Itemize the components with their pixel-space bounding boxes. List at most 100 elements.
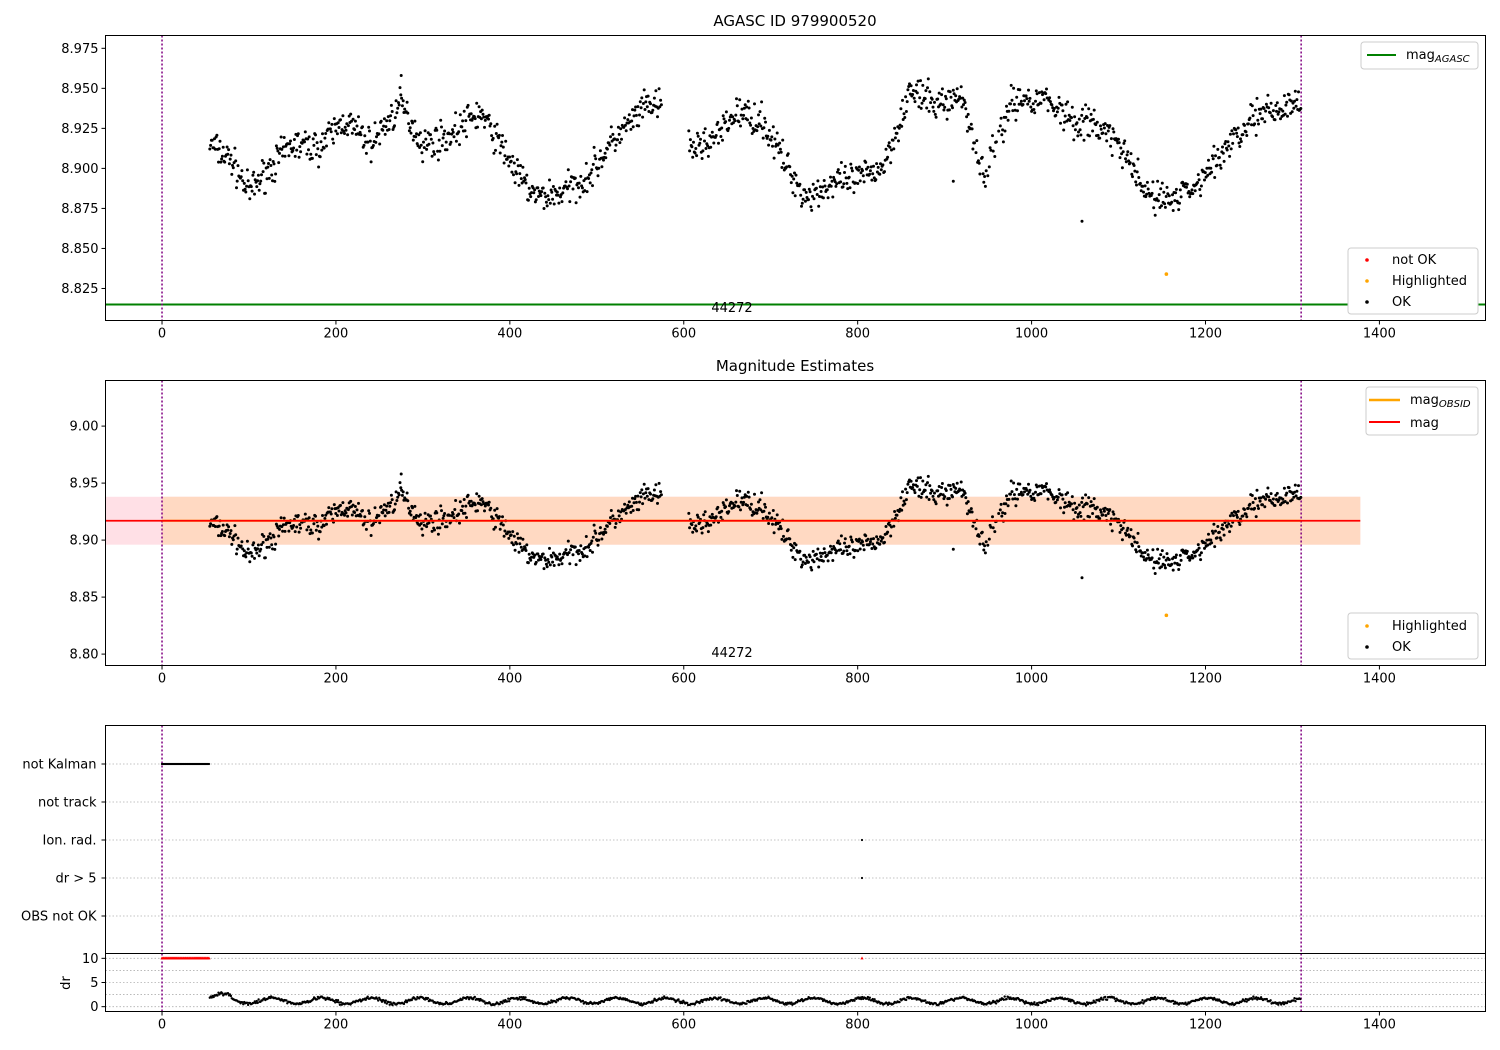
magnitude-ok-point <box>1159 553 1163 557</box>
agasc-ok-point <box>852 191 856 195</box>
magnitude-ok-point <box>464 504 468 508</box>
agasc-ok-point <box>1119 146 1123 150</box>
magnitude-ok-point <box>1063 505 1066 509</box>
magnitude-ok-point <box>940 482 944 485</box>
magnitude-ok-point <box>804 555 808 559</box>
agasc-ok-point <box>1281 109 1285 113</box>
dr-point <box>1104 995 1107 999</box>
magnitude-ok-point <box>932 498 936 502</box>
agasc-ok-point <box>1259 107 1263 111</box>
agasc-ok-point <box>613 137 616 141</box>
agasc-ok-point <box>384 125 388 129</box>
agasc-ok-point <box>536 186 540 190</box>
magnitude-ok-point <box>229 529 233 533</box>
agasc-ok-point <box>462 109 466 113</box>
agasc-ok-point <box>260 159 264 162</box>
magnitude-ok-point <box>1031 492 1035 496</box>
agasc-ok-point <box>1210 154 1214 158</box>
magnitude-ok-point <box>260 543 263 547</box>
magnitude-ok-point <box>452 516 456 520</box>
agasc-ok-point <box>816 179 820 183</box>
magnitude-ok-point <box>1299 495 1303 499</box>
magnitude-ok-point <box>510 541 514 545</box>
magnitude-ok-point <box>1266 486 1270 490</box>
magnitude-ok-point <box>351 503 355 507</box>
agasc-ok-point <box>451 128 454 132</box>
agasc-ok-point <box>850 166 854 170</box>
magnitude-ok-point <box>1228 530 1232 534</box>
agasc-ok-point <box>779 150 783 154</box>
dr-point <box>660 998 663 1001</box>
agasc-ok-point <box>1206 173 1210 177</box>
magnitude-ok-point <box>1290 498 1294 502</box>
magnitude-ok-point <box>226 528 230 532</box>
magnitude-ok-point <box>870 547 874 550</box>
magnitude-ok-point <box>757 500 760 504</box>
agasc-ok-point <box>958 96 962 100</box>
magnitude-ok-point <box>1044 485 1048 489</box>
agasc-ok-point <box>687 129 691 133</box>
dr-point <box>1002 998 1005 1001</box>
agasc-ok-point <box>503 154 507 158</box>
magnitude-ok-point <box>1281 497 1285 501</box>
magnitude-ok-point <box>357 501 360 505</box>
agasc-ok-point <box>731 115 735 119</box>
agasc-ok-point <box>766 134 770 138</box>
agasc-ok-point <box>1136 157 1140 161</box>
agasc-ok-point <box>983 175 987 178</box>
magnitude-ok-point <box>571 553 575 557</box>
agasc-ok-point <box>964 107 968 111</box>
magnitude-ok-point <box>1054 500 1058 504</box>
agasc-ok-point <box>841 185 845 189</box>
dr-point <box>745 1002 748 1005</box>
agasc-ok-point <box>543 191 547 195</box>
agasc-ok-point <box>638 113 641 117</box>
agasc-ok-point <box>626 118 630 122</box>
agasc-ok-point <box>901 98 904 102</box>
dr-point <box>335 1000 339 1004</box>
magnitude-ok-point <box>441 516 445 520</box>
dr-point <box>246 1001 249 1004</box>
agasc-ok-point <box>346 133 350 137</box>
magnitude-ok-point <box>632 501 636 505</box>
dr-point <box>1148 998 1152 1002</box>
agasc-ok-point <box>289 139 292 143</box>
magnitude-ok-point <box>548 563 552 567</box>
agasc-ok-point <box>1016 109 1019 113</box>
agasc-ok-point <box>321 132 324 136</box>
magnitude-ok-point <box>1244 512 1248 516</box>
magnitude-ok-point <box>1214 529 1217 533</box>
agasc-ok-point <box>276 149 280 153</box>
agasc-ok-point <box>578 195 582 199</box>
magnitude-ok-point <box>1177 568 1181 571</box>
magnitude-ok-point <box>440 522 444 526</box>
magnitude-ok-point <box>1057 488 1061 492</box>
agasc-ok-point <box>1274 104 1278 107</box>
magnitude-ok-point <box>349 499 353 503</box>
agasc-ok-point <box>918 96 922 100</box>
agasc-ok-point <box>1112 130 1116 134</box>
agasc-ok-point <box>951 179 955 183</box>
agasc-ok-point <box>746 99 750 103</box>
agasc-ok-point <box>1067 113 1071 117</box>
agasc-ok-point <box>654 89 658 93</box>
dr-point <box>898 1000 901 1004</box>
agasc-ok-point <box>1271 109 1275 113</box>
magnitude-ok-point <box>436 526 440 530</box>
legend-mid-highlighted-label: Highlighted <box>1392 619 1467 634</box>
magnitude-ok-point <box>1185 549 1189 553</box>
agasc-ok-point <box>406 111 410 115</box>
magnitude-ok-point <box>451 512 455 516</box>
agasc-ok-point <box>1009 83 1013 87</box>
magnitude-ok-point <box>566 553 569 557</box>
agasc-ok-point <box>373 121 377 125</box>
agasc-ok-point <box>242 181 246 185</box>
agasc-ok-point <box>915 83 918 87</box>
magnitude-ok-point <box>267 545 271 549</box>
magnitude-ok-point <box>811 549 815 553</box>
magnitude-ok-point <box>858 547 862 551</box>
magnitude-ok-point <box>626 503 630 507</box>
magnitude-ok-point <box>838 542 842 546</box>
agasc-ok-point <box>1218 163 1222 167</box>
magnitude-ok-point <box>933 491 936 495</box>
